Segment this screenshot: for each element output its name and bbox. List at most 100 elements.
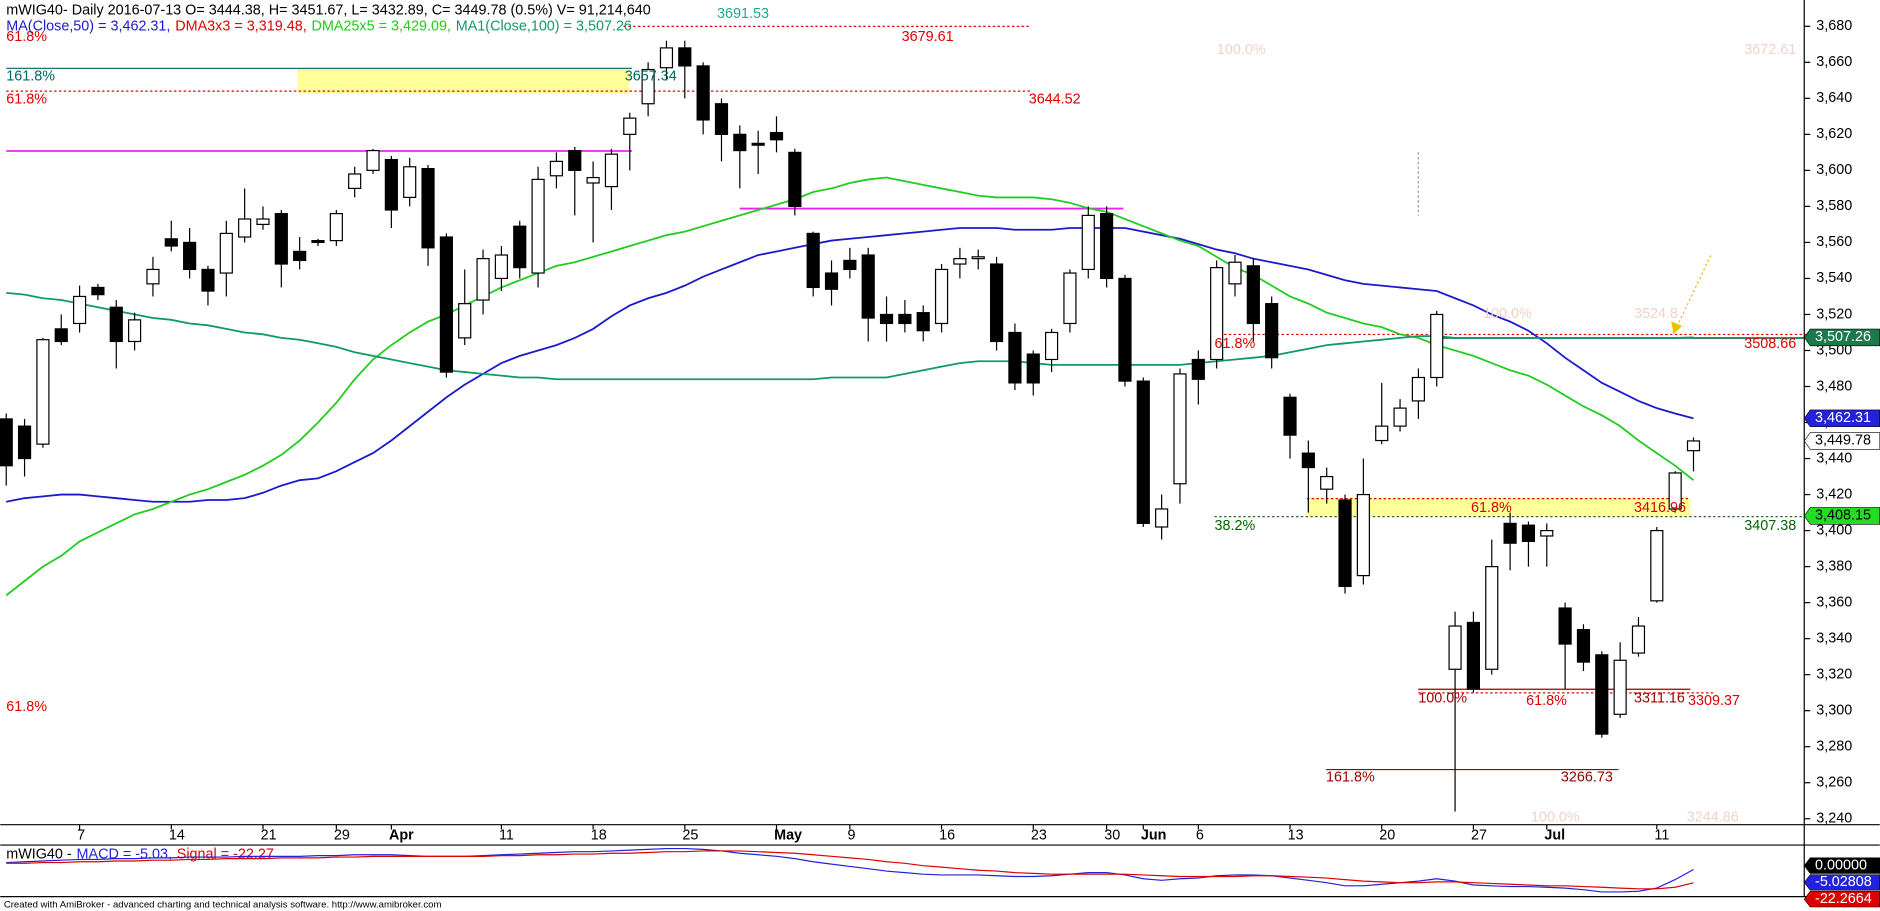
candle-body [1393, 407, 1407, 427]
candle-body [494, 254, 508, 280]
candle-body [1595, 654, 1609, 735]
candle-body [696, 65, 710, 121]
annotation: 3691.53 [717, 6, 769, 22]
y-tick-label: 3,540 [1816, 270, 1852, 286]
annotation: 61.8% [6, 699, 47, 715]
candle-body [1063, 272, 1077, 325]
candle-body [824, 272, 839, 290]
y-tick-label: 3,380 [1816, 558, 1852, 574]
annotation: 61.8% [1471, 500, 1512, 516]
candle-body [1118, 277, 1132, 382]
candle-body [439, 236, 453, 373]
candle-body [1631, 625, 1646, 654]
candle-body [146, 268, 160, 285]
annotation: 61.8% [1214, 336, 1255, 352]
x-tick-label: 14 [169, 827, 185, 843]
legend-entry: DMA3x3 = 3,319.48, [175, 18, 306, 34]
candle-body [366, 149, 380, 171]
candle-body [861, 254, 875, 319]
candle-body [1173, 373, 1187, 485]
arrow [1676, 255, 1712, 327]
candle-body [714, 103, 729, 135]
price-badge-label: -5.02808 [1815, 874, 1872, 890]
candle-body [531, 178, 545, 274]
candle-body [1356, 493, 1370, 577]
candle-body [1026, 353, 1040, 384]
candle-body [1246, 265, 1260, 325]
x-tick-label: 30 [1104, 827, 1120, 843]
annotation: 161.8% [1326, 770, 1375, 786]
candle-body [256, 218, 270, 226]
x-tick-label: 11 [499, 827, 514, 843]
candle-body [586, 176, 600, 184]
x-tick-label: 18 [591, 827, 607, 843]
candle-body [348, 173, 362, 189]
candle-body [219, 232, 233, 274]
panel-title-part: mWIG40 - [6, 846, 72, 862]
annotation: 3266.73 [1561, 770, 1613, 786]
annotation: 3672.61 [1744, 42, 1796, 58]
candle-body [604, 153, 619, 188]
y-tick-label: 3,320 [1816, 666, 1852, 682]
candle-body [1100, 213, 1114, 280]
annotation: 38.2% [1214, 518, 1255, 534]
candle-body [36, 339, 50, 445]
candle-body [788, 151, 802, 207]
candle-body [1485, 566, 1499, 670]
candle-body [568, 149, 582, 171]
annotation: 3524.8 [1634, 306, 1678, 322]
legend: MA(Close,50) = 3,462.31, DMA3x3 = 3,319.4… [6, 18, 632, 34]
candle-body [879, 313, 894, 325]
candle-body [403, 166, 417, 198]
y-tick-label: 3,240 [1816, 811, 1852, 827]
x-tick-label: 9 [847, 827, 855, 843]
y-tick-label: 3,560 [1816, 234, 1852, 250]
candle-body [72, 295, 87, 325]
candle-body [1210, 267, 1224, 361]
candle-body [934, 268, 949, 325]
candle-body [1540, 529, 1554, 537]
candle-body [1686, 440, 1701, 452]
legend-entry: MA(Close,50) = 3,462.31, [6, 18, 170, 34]
y-tick-label: 3,300 [1816, 702, 1852, 718]
annotation: 3309.37 [1688, 693, 1740, 709]
candle-body [109, 306, 123, 343]
candle-body [1375, 425, 1389, 442]
annotation: 61.8% [6, 91, 47, 107]
candle-body [1448, 625, 1462, 670]
candle-body [384, 158, 398, 211]
candle-body [1503, 522, 1517, 544]
candle-body [91, 286, 105, 296]
candle-body [641, 68, 655, 105]
annotation: 3416.96 [1634, 500, 1686, 516]
candle-body [1191, 358, 1205, 380]
candle-body [1613, 659, 1627, 715]
price-badge-label: -22.2664 [1815, 891, 1872, 907]
candle-body [1668, 472, 1682, 510]
x-tick-label: 21 [261, 827, 277, 843]
y-tick-label: 3,400 [1816, 522, 1852, 538]
y-tick-label: 3,620 [1816, 126, 1852, 142]
candle-body [293, 250, 307, 262]
macd-line [6, 847, 1694, 893]
annotation: 100.0% [1217, 42, 1266, 58]
macd-line [6, 850, 1694, 890]
candle-body [1338, 499, 1352, 588]
candle-body [329, 213, 343, 242]
candle-body [549, 160, 564, 177]
candle-body [769, 131, 784, 141]
candle-body [458, 303, 472, 339]
candle-body [1558, 607, 1572, 645]
candle-body [0, 418, 13, 467]
candle-body [1136, 380, 1150, 524]
y-tick-label: 3,520 [1816, 306, 1852, 322]
annotation: 100.0% [1531, 809, 1580, 825]
drawings [6, 25, 1813, 771]
candle-body [274, 213, 288, 265]
x-tick-label: 27 [1471, 827, 1487, 843]
candle-body [623, 117, 637, 135]
candle-body [17, 425, 32, 460]
x-tick-label: 16 [939, 827, 955, 843]
